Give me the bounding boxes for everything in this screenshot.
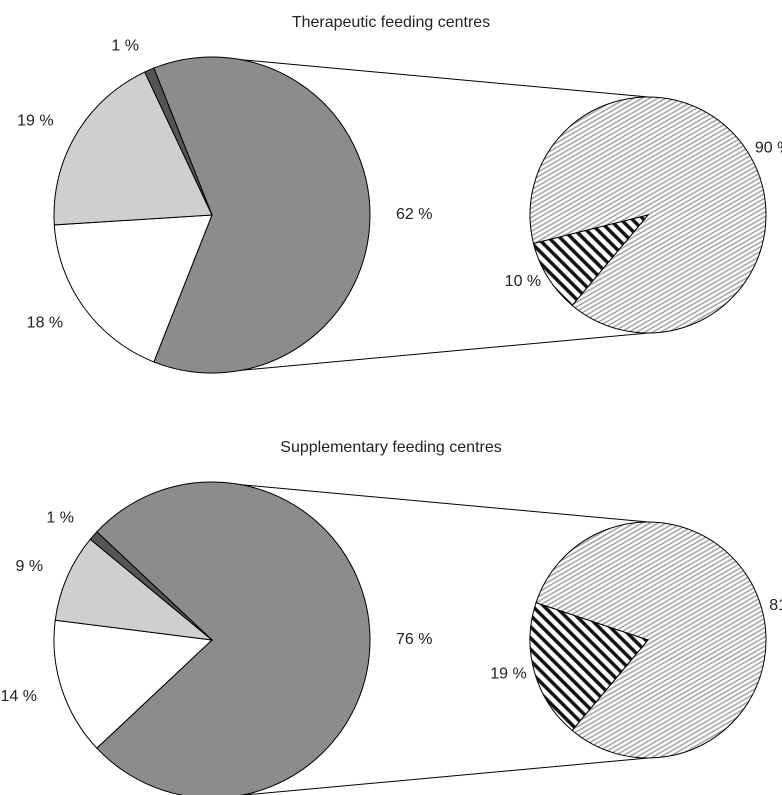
- pie-slice: [54, 538, 214, 641]
- pie-slice: [96, 481, 371, 795]
- value-label: 14 %: [1, 688, 37, 705]
- pie-slice: [53, 619, 214, 749]
- chart-title: Therapeutic feeding centres: [292, 14, 490, 31]
- value-label: 9 %: [16, 558, 44, 575]
- pie-slice: [53, 71, 213, 226]
- pie-slice: [529, 96, 767, 334]
- value-label: 19 %: [17, 113, 53, 130]
- value-label: 19 %: [490, 666, 526, 683]
- pie-slice: [144, 67, 213, 216]
- value-label: 10 %: [505, 273, 541, 290]
- value-label: 1 %: [111, 37, 139, 54]
- connector: [239, 757, 649, 795]
- value-label: 76 %: [396, 631, 432, 648]
- pie-slice: [532, 214, 650, 307]
- pie-slice: [53, 214, 213, 363]
- value-label: 18 %: [27, 314, 63, 331]
- connector: [211, 56, 649, 98]
- pie-slice: [535, 521, 767, 759]
- chart-title: Supplementary feeding centres: [280, 439, 501, 456]
- pie-slice: [529, 602, 649, 732]
- value-label: 1 %: [46, 510, 74, 527]
- value-label: 81 %: [769, 597, 782, 614]
- connector: [211, 332, 649, 374]
- pie-slice: [153, 56, 371, 374]
- connector: [211, 481, 649, 523]
- value-label: 62 %: [396, 206, 432, 223]
- pie-slice: [89, 531, 213, 641]
- value-label: 90 %: [755, 139, 782, 156]
